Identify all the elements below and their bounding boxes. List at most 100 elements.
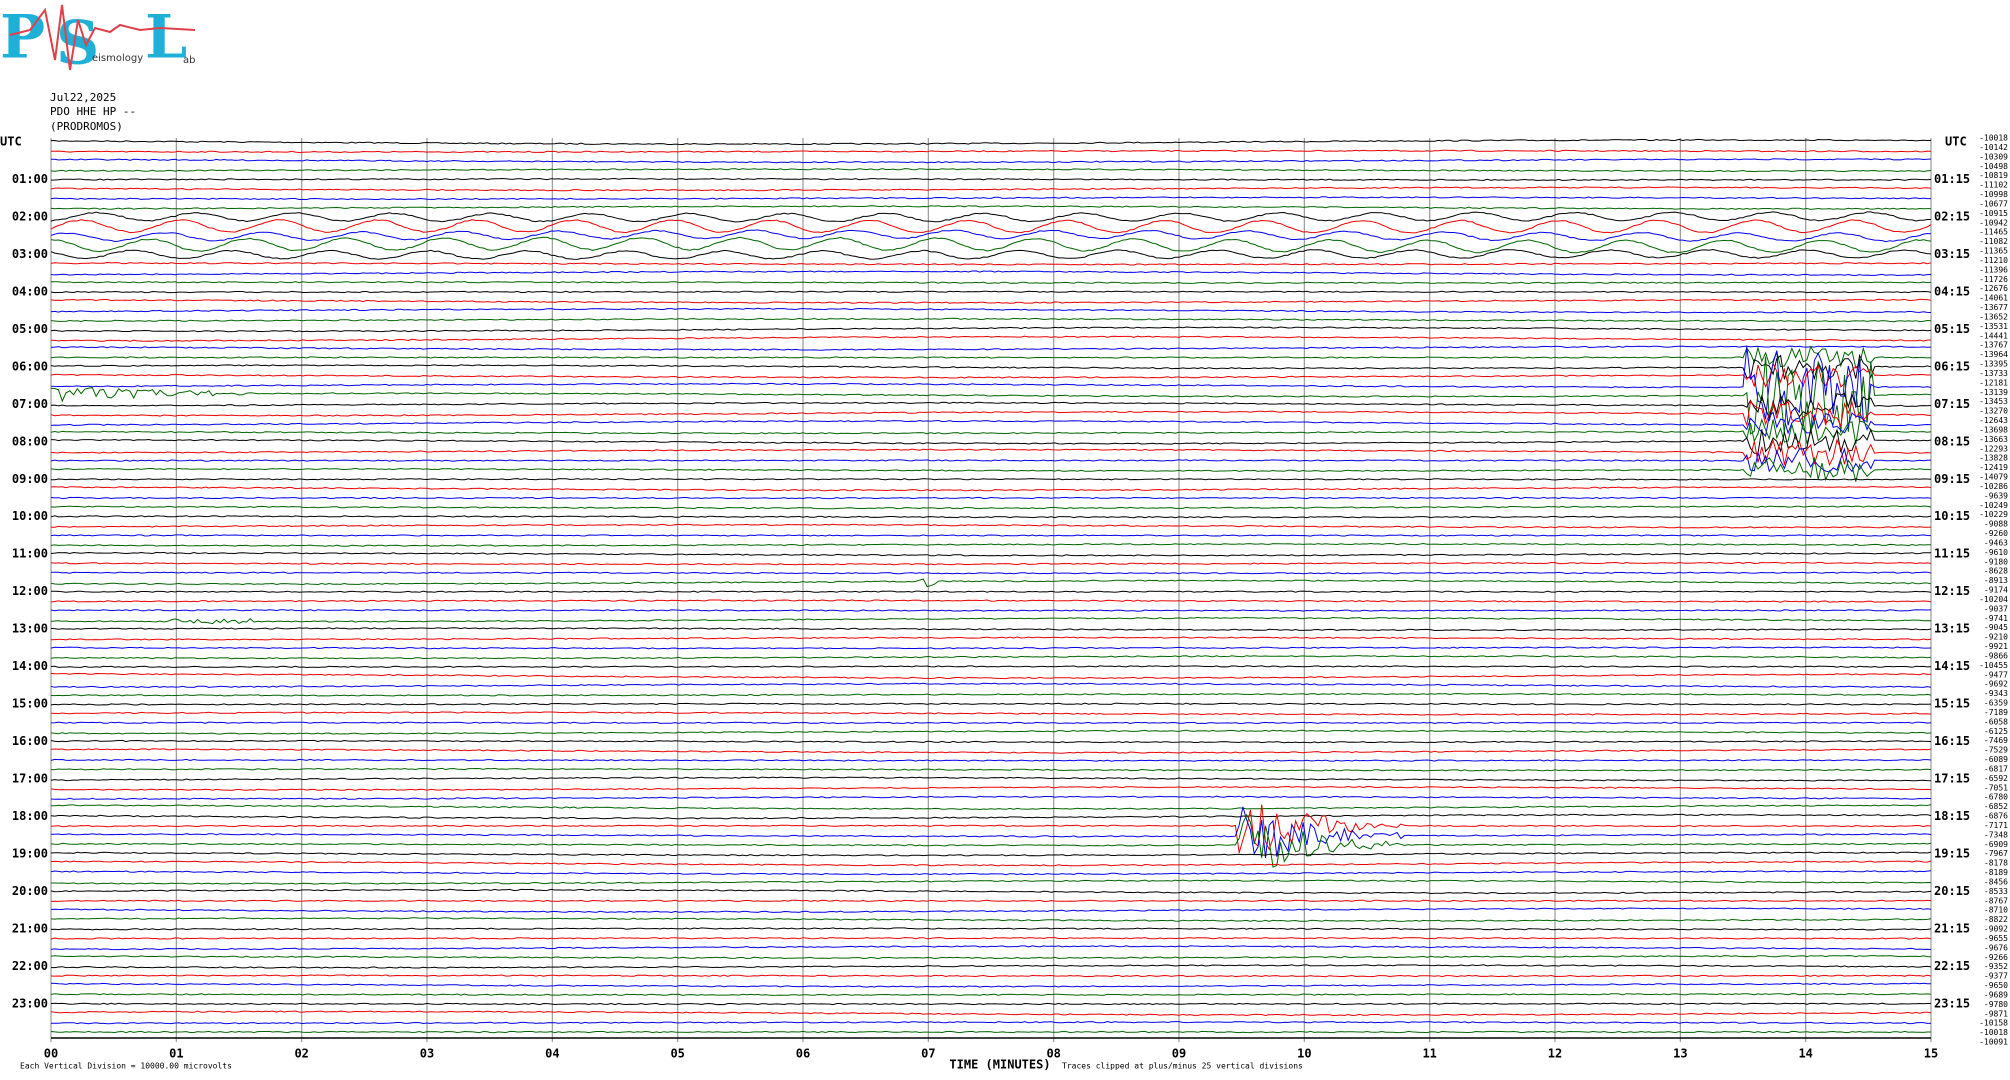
right-time-label: 08:15 [1934,434,1970,448]
trace [51,1020,1932,1025]
right-time-label: 04:15 [1934,284,1970,298]
trace [50,211,1931,223]
trace [50,870,1932,876]
right-value-label: -11365 [1979,247,2008,256]
right-value-label: -9377 [1984,972,2008,981]
right-value-label: -10998 [1979,190,2008,199]
right-value-label: -14441 [1979,331,2008,340]
trace [50,219,1932,234]
trace [50,428,1932,454]
logo-letter: S [56,9,99,79]
right-value-label: -10819 [1979,171,2008,180]
trace [50,417,1932,445]
scale-note: Each Vertical Division = 10000.00 microv… [20,1062,232,1071]
trace [51,879,1932,885]
trace [50,899,1932,903]
trace [51,280,1932,285]
right-value-label: -8456 [1984,877,2008,886]
right-value-label: -9610 [1984,548,2008,557]
left-time-label: 07:00 [12,397,48,411]
trace [50,534,1932,537]
left-time-label: 15:00 [12,697,48,711]
trace [50,776,1932,782]
left-time-label: 16:00 [12,734,48,748]
trace [50,298,1932,304]
trace [50,196,1931,201]
trace [50,457,1932,482]
right-time-label: 18:15 [1934,809,1970,823]
trace [51,964,1932,969]
left-time-label: 05:00 [12,322,48,336]
left-time-label: 18:00 [12,809,48,823]
trace [50,346,1932,426]
trace [50,411,1932,438]
right-time-label: 13:15 [1934,622,1970,636]
trace [50,813,1932,868]
trace [50,813,1932,820]
right-value-label: -9343 [1984,689,2008,698]
x-tick-label: 04 [545,1047,559,1061]
trace [50,599,1932,603]
trace [50,270,1932,277]
right-value-label: -10158 [1979,1019,2008,1028]
trace [50,758,1932,762]
left-time-label: 13:00 [12,622,48,636]
trace [50,616,1932,625]
logo-letter: P [0,3,45,73]
right-value-label: -13733 [1979,369,2008,378]
left-time-label: 10:00 [12,509,48,523]
right-value-label: -6876 [1984,812,2008,821]
right-time-label: 23:15 [1934,996,1970,1010]
trace [51,523,1932,529]
trace [50,158,1932,164]
x-tick-label: 14 [1798,1047,1812,1061]
logo-wave [9,4,196,71]
trace [51,590,1932,593]
trace [50,290,1932,294]
trace [50,205,1931,210]
x-tick-label: 07 [921,1047,935,1061]
right-value-label: -11102 [1979,181,2008,190]
right-value-label: -8822 [1984,915,2008,924]
right-value-label: -11465 [1979,228,2008,237]
right-value-label: -8533 [1984,887,2008,896]
trace [50,356,1932,435]
right-value-label: -7348 [1984,830,2008,839]
trace [50,672,1932,680]
right-value-label: -12419 [1979,463,2008,472]
left-time-label: 20:00 [12,884,48,898]
right-value-label: -6852 [1984,802,2008,811]
right-value-label: -9780 [1984,1000,2008,1009]
trace [50,974,1932,978]
right-value-label: -6058 [1984,717,2008,726]
right-value-label: -10498 [1979,162,2008,171]
trace [50,1030,1931,1034]
right-value-label: -10018 [1979,1028,2008,1037]
left-time-label: 22:00 [12,959,48,973]
left-time-label: 12:00 [12,584,48,598]
right-value-label: -12676 [1979,284,2008,293]
date: Jul22,2025 [50,91,116,104]
left-time-label: 01:00 [12,172,48,186]
trace [50,982,1931,988]
right-value-label: -7529 [1984,746,2008,755]
trace [50,345,1932,369]
trace [50,362,1931,388]
trace [50,236,1932,254]
trace [50,353,1932,381]
right-value-label: -9092 [1984,925,2008,934]
trace [50,739,1932,744]
right-value-label: -6909 [1984,840,2008,849]
right-value-label: -10942 [1979,218,2008,227]
trace [50,335,1932,342]
right-value-label: -9741 [1984,614,2008,623]
trace [50,505,1932,510]
right-value-label: -6817 [1984,764,2008,773]
trace [51,806,1932,859]
left-time-label: 19:00 [12,847,48,861]
right-value-label: -9260 [1984,529,2008,538]
right-value-label: -14079 [1979,473,2008,482]
right-value-label: -13531 [1979,322,2008,331]
right-value-label: -9655 [1984,934,2008,943]
